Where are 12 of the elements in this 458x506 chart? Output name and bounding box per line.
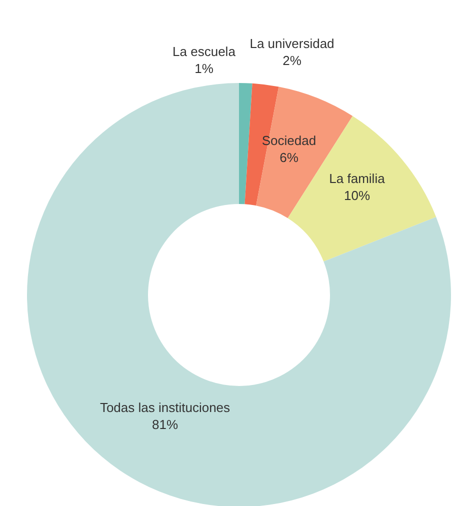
data-label: 6% [280, 150, 299, 165]
slice-label: La familia [329, 171, 386, 186]
data-label: 10% [344, 188, 370, 203]
data-label: 2% [282, 53, 302, 68]
donut-slice [239, 83, 252, 204]
data-label: 81% [152, 417, 178, 432]
slice-label: La escuela [172, 44, 236, 59]
slice-label: La universidad [250, 36, 334, 51]
donut-slice [27, 83, 451, 506]
data-label: 1% [194, 61, 214, 76]
slice-label: Todas las instituciones [100, 400, 231, 415]
slice-label: Sociedad [262, 133, 316, 148]
